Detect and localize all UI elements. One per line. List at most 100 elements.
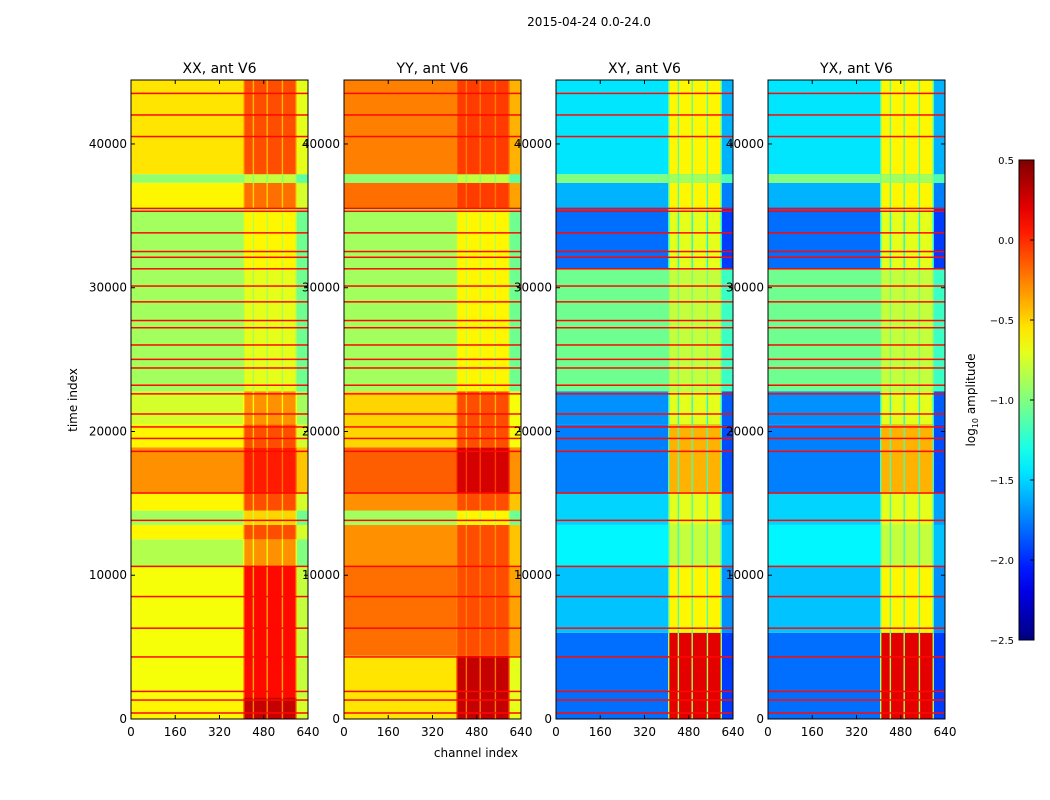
heatmap-block-cell	[244, 80, 253, 175]
heatmap-edge-band	[933, 632, 945, 719]
heatmap-edge-band	[721, 524, 733, 567]
heatmap-block-cell	[692, 424, 707, 494]
heatmap-block-cell	[467, 391, 480, 448]
heatmap-edge-band	[721, 174, 733, 183]
heatmap-block-cell	[496, 208, 509, 392]
heatmap-block-cell	[254, 510, 267, 525]
heatmap-block-cell	[254, 208, 267, 270]
flagged-row	[131, 319, 308, 322]
flagged-row	[556, 426, 733, 428]
flagged-row	[131, 712, 308, 714]
heatmap-block-cell	[496, 391, 509, 448]
heatmap-block-cell	[244, 697, 253, 719]
heatmap-block-cell	[669, 493, 678, 525]
heatmap-block-cell	[669, 566, 678, 633]
colorbar-label-rest: amplitude	[964, 354, 978, 418]
flagged-row	[131, 114, 308, 116]
flagged-row	[768, 256, 945, 259]
flagged-row	[131, 250, 308, 253]
heatmap-block-cell	[244, 269, 253, 392]
flagged-row	[344, 656, 521, 658]
flagged-row	[131, 450, 308, 453]
heatmap-block-cell	[920, 182, 933, 209]
heatmap-block-cell	[457, 174, 466, 183]
flagged-row	[556, 268, 733, 270]
flagged-row	[768, 450, 945, 453]
heatmap-block-cell	[244, 539, 253, 567]
flagged-row	[344, 135, 521, 138]
y-tick-label: 40000	[514, 137, 552, 151]
heatmap-edge-band	[296, 493, 308, 511]
heatmap-edge-band	[721, 632, 733, 719]
flagged-row	[768, 492, 945, 494]
heatmap-edge-band	[296, 539, 308, 567]
flagged-row	[556, 207, 733, 210]
heatmap-block-cell	[904, 208, 919, 270]
heatmap-block-cell	[881, 424, 890, 494]
heatmap-edge-band	[296, 566, 308, 698]
heatmap-block-cell	[254, 269, 267, 392]
heatmap-band	[556, 174, 733, 183]
flagged-row	[556, 519, 733, 522]
colorbar-tick-label: −2.5	[990, 636, 1014, 647]
flagged-row	[131, 656, 308, 658]
flagged-row	[344, 712, 521, 714]
flagged-row	[131, 699, 308, 701]
heatmap-block-cell	[669, 269, 678, 392]
heatmap-edge-band	[509, 80, 521, 175]
heatmap-edge-band	[933, 424, 945, 494]
panel-title: YY, ant V6	[396, 61, 469, 77]
heatmap-block-cell	[244, 524, 253, 540]
y-axis-label: time index	[66, 368, 80, 432]
heatmap-block-cell	[457, 566, 466, 656]
heatmap-edge-band	[721, 208, 733, 270]
heatmap-block-cell	[283, 539, 296, 567]
heatmap-block-cell	[283, 566, 296, 698]
heatmap-edge-band	[509, 391, 521, 448]
flagged-row	[344, 285, 521, 287]
flagged-row	[556, 319, 733, 322]
heatmap-block-cell	[891, 80, 904, 175]
flagged-row	[768, 207, 945, 210]
colorbar-label-sub: 10	[971, 418, 980, 428]
heatmap-edge-band	[933, 269, 945, 392]
heatmap-block-cell	[267, 182, 282, 209]
y-tick-label: 0	[119, 712, 127, 726]
heatmap-block-cell	[881, 208, 890, 270]
heatmap-block-cell	[467, 208, 480, 392]
flagged-row	[556, 250, 733, 253]
flagged-row	[131, 393, 308, 395]
heatmap-block-cell	[283, 391, 296, 425]
flagged-row	[768, 595, 945, 598]
heatmap-edge-band	[933, 524, 945, 567]
flagged-row	[344, 358, 521, 361]
flagged-row	[556, 393, 733, 395]
panel-xx: XX, ant V6 0 160 320 480 640 0 10000 20000 30000 4…	[89, 61, 320, 739]
heatmap-block-cell	[904, 174, 919, 183]
heatmap-block-cell	[267, 447, 282, 494]
heatmap-block-cell	[244, 493, 253, 511]
heatmap-block-cell	[669, 632, 678, 719]
flagged-row	[131, 232, 308, 234]
heatmap-block-cell	[679, 182, 692, 209]
heatmap-block-cell	[496, 174, 509, 183]
flagged-row	[556, 114, 733, 116]
heatmap-block-cell	[457, 510, 466, 525]
heatmap-block-cell	[679, 269, 692, 392]
heatmap-block-cell	[457, 208, 466, 392]
heatmap-block-cell	[457, 524, 466, 567]
heatmap-block-cell	[679, 524, 692, 567]
x-tick-label: 160	[801, 725, 824, 739]
y-tick-label: 20000	[302, 424, 340, 438]
flagged-row	[556, 712, 733, 714]
heatmap-block-cell	[679, 174, 692, 183]
heatmap-block-cell	[904, 391, 919, 425]
flagged-row	[131, 358, 308, 361]
heatmap-block-cell	[891, 182, 904, 209]
heatmap-block-cell	[457, 182, 466, 209]
x-tick-label: 480	[889, 725, 912, 739]
flagged-row	[131, 92, 308, 95]
colorbar-tick-label: 0.5	[998, 156, 1014, 167]
heatmap-block-cell	[254, 447, 267, 494]
heatmap-block-cell	[267, 493, 282, 511]
